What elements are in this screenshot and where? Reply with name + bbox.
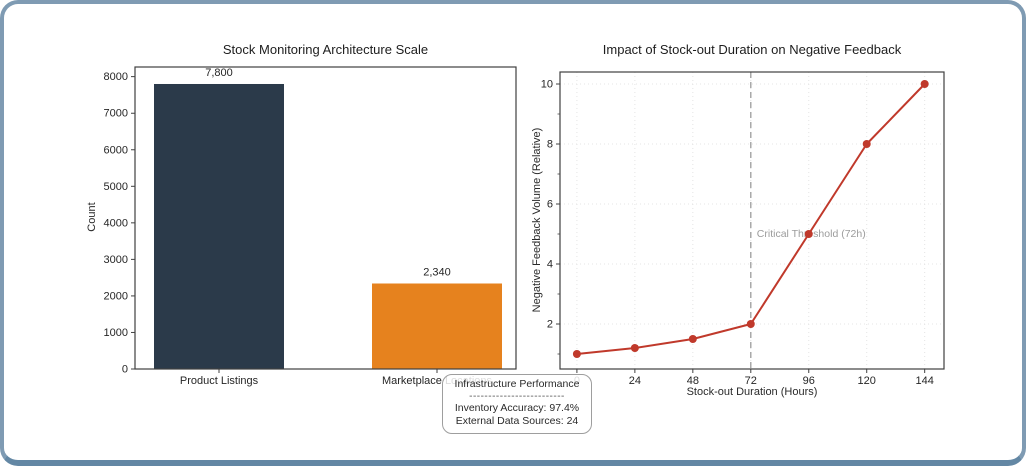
y-tick-label: 3000: [104, 254, 128, 266]
y-tick-label: 4: [547, 259, 553, 271]
bar-chart: 7,800 2,340 0 1000 2000 3000 4000 5000 6000 7000 8…: [104, 66, 517, 387]
bar-0: [154, 83, 284, 369]
y-tick-label: 8: [547, 139, 553, 151]
data-point-marker: [572, 350, 581, 358]
infrastructure-performance-tooltip: Infrastructure Performance -------------…: [442, 374, 592, 434]
data-point-marker: [746, 320, 755, 328]
y-tick-label: 2: [547, 319, 553, 331]
x-category-label: Product Listings: [180, 375, 259, 387]
y-tick-label: 4000: [104, 217, 128, 229]
bar-value-label: 2,340: [423, 266, 451, 278]
y-tick-label: 6000: [104, 144, 128, 156]
tooltip-title: Infrastructure Performance: [454, 378, 580, 390]
data-point-marker: [862, 140, 871, 148]
tooltip-divider: -------------------------: [469, 391, 565, 402]
x-tick-label: 96: [803, 375, 815, 387]
data-point-marker: [630, 344, 639, 352]
data-point-marker: [920, 80, 929, 88]
y-tick-label: 10: [541, 79, 553, 91]
x-tick-label: 24: [629, 375, 641, 387]
line-chart: Critical Threshold (72h)0244872961201442…: [541, 71, 945, 387]
y-tick-label: 5000: [104, 181, 128, 193]
y-tick-label: 6: [547, 199, 553, 211]
bar-1: [372, 283, 502, 369]
data-point-marker: [688, 335, 697, 343]
x-tick-label: 48: [687, 375, 699, 387]
y-tick-label: 1000: [104, 327, 128, 339]
y-tick-label: 7000: [104, 108, 128, 120]
x-tick-label: 120: [858, 375, 876, 387]
tooltip-line-external-sources: External Data Sources: 24: [455, 415, 579, 427]
y-tick-label: 0: [122, 364, 128, 376]
x-tick-label: 144: [915, 375, 933, 387]
y-tick-label: 2000: [104, 290, 128, 302]
x-tick-label: 72: [745, 375, 757, 387]
tooltip-line-inventory-accuracy: Inventory Accuracy: 97.4%: [454, 402, 580, 414]
y-tick-label: 8000: [104, 71, 128, 83]
data-point-marker: [804, 230, 813, 238]
bar-value-label: 7,800: [205, 67, 233, 79]
